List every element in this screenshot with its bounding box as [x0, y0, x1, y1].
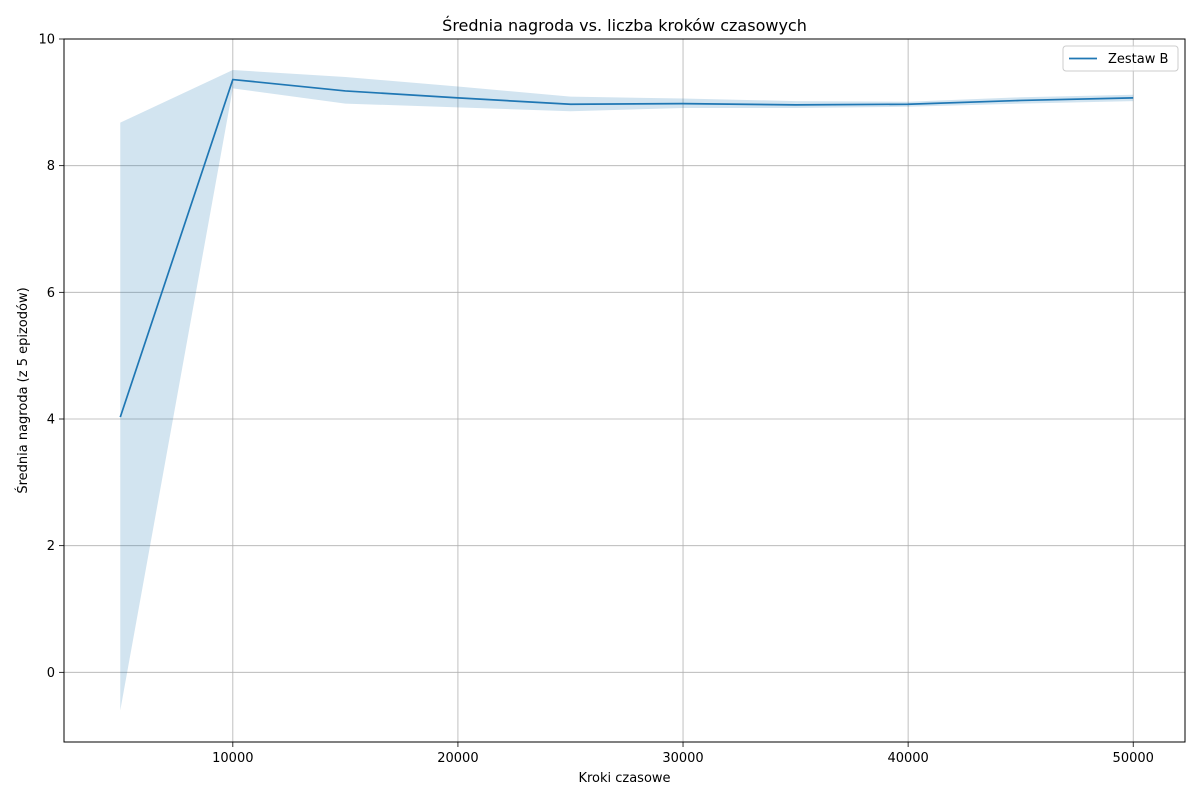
y-tick-label: 2: [47, 539, 55, 554]
confidence-bands: [120, 70, 1134, 711]
chart-title: Średnia nagroda vs. liczba kroków czasow…: [442, 16, 807, 35]
y-axis-ticks: 0 2 4 6 8 10: [38, 33, 64, 681]
x-axis-ticks: 10000 20000 30000 40000 50000: [212, 742, 1154, 766]
x-tick-label: 40000: [887, 751, 928, 766]
confidence-band: [120, 70, 1134, 711]
legend-box: [1062, 45, 1179, 72]
x-tick-label: 50000: [1113, 751, 1154, 766]
y-tick-label: 10: [38, 33, 55, 48]
x-tick-label: 20000: [437, 751, 478, 766]
series-lines: [119, 78, 1134, 418]
x-axis-label: Kroki czasowe: [578, 771, 670, 786]
y-tick-label: 4: [47, 413, 55, 428]
x-tick-label: 30000: [662, 751, 703, 766]
series-line: [119, 78, 1134, 418]
y-tick-label: 6: [47, 286, 55, 301]
legend: Zestaw B: [1062, 45, 1179, 72]
x-tick-label: 10000: [212, 751, 253, 766]
legend-entry-label: Zestaw B: [1108, 52, 1168, 67]
y-axis-label: Średnia nagroda (z 5 epizodów): [15, 287, 31, 493]
plot-frame: [63, 38, 1186, 743]
y-tick-label: 0: [47, 666, 55, 681]
y-tick-label: 8: [47, 159, 55, 174]
